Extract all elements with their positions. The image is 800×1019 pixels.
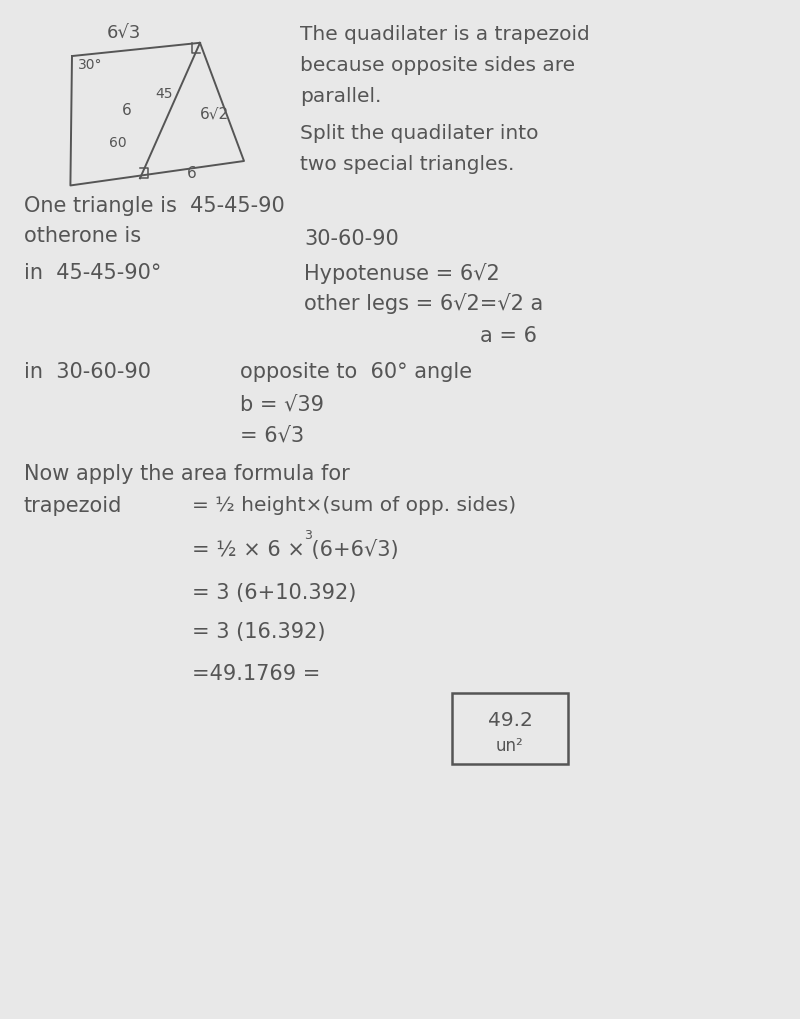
Text: 60: 60	[109, 136, 126, 150]
Text: two special triangles.: two special triangles.	[300, 155, 514, 174]
Text: = 6√3: = 6√3	[240, 426, 304, 446]
Text: parallel.: parallel.	[300, 87, 382, 106]
Text: 30°: 30°	[78, 58, 102, 72]
Text: = 3 (16.392): = 3 (16.392)	[192, 622, 326, 642]
Text: 6: 6	[122, 103, 131, 117]
Bar	[452, 693, 568, 764]
Text: Hypotenuse = 6√2: Hypotenuse = 6√2	[304, 263, 500, 284]
Text: = ½ × 6 × (6+6√3): = ½ × 6 × (6+6√3)	[192, 540, 398, 560]
Text: otherone is: otherone is	[24, 226, 141, 247]
Text: because opposite sides are: because opposite sides are	[300, 56, 575, 75]
Text: b = √39: b = √39	[240, 394, 324, 415]
Text: Now apply the area formula for: Now apply the area formula for	[24, 464, 350, 484]
Text: 45: 45	[155, 87, 173, 101]
Text: 30-60-90: 30-60-90	[304, 229, 398, 250]
Text: 3: 3	[304, 529, 312, 542]
Text: other legs = 6√2=√2 a: other legs = 6√2=√2 a	[304, 293, 543, 315]
Text: 6: 6	[187, 166, 197, 180]
Text: One triangle is  45-45-90: One triangle is 45-45-90	[24, 196, 285, 216]
Text: The quadilater is a trapezoid: The quadilater is a trapezoid	[300, 25, 590, 45]
Text: a = 6: a = 6	[480, 326, 537, 346]
Text: = 3 (6+10.392): = 3 (6+10.392)	[192, 583, 356, 603]
Text: in  45-45-90°: in 45-45-90°	[24, 263, 162, 283]
Text: trapezoid: trapezoid	[24, 496, 122, 517]
Text: opposite to  60° angle: opposite to 60° angle	[240, 362, 472, 382]
Text: 6√3: 6√3	[107, 23, 141, 42]
Text: un²: un²	[496, 738, 524, 755]
Text: =49.1769 =: =49.1769 =	[192, 664, 320, 685]
Text: Split the quadilater into: Split the quadilater into	[300, 124, 538, 144]
Text: 6√2: 6√2	[200, 107, 229, 121]
Text: in  30-60-90: in 30-60-90	[24, 362, 151, 382]
Text: 49.2: 49.2	[487, 710, 533, 730]
Text: = ½ height×(sum of opp. sides): = ½ height×(sum of opp. sides)	[192, 496, 516, 516]
